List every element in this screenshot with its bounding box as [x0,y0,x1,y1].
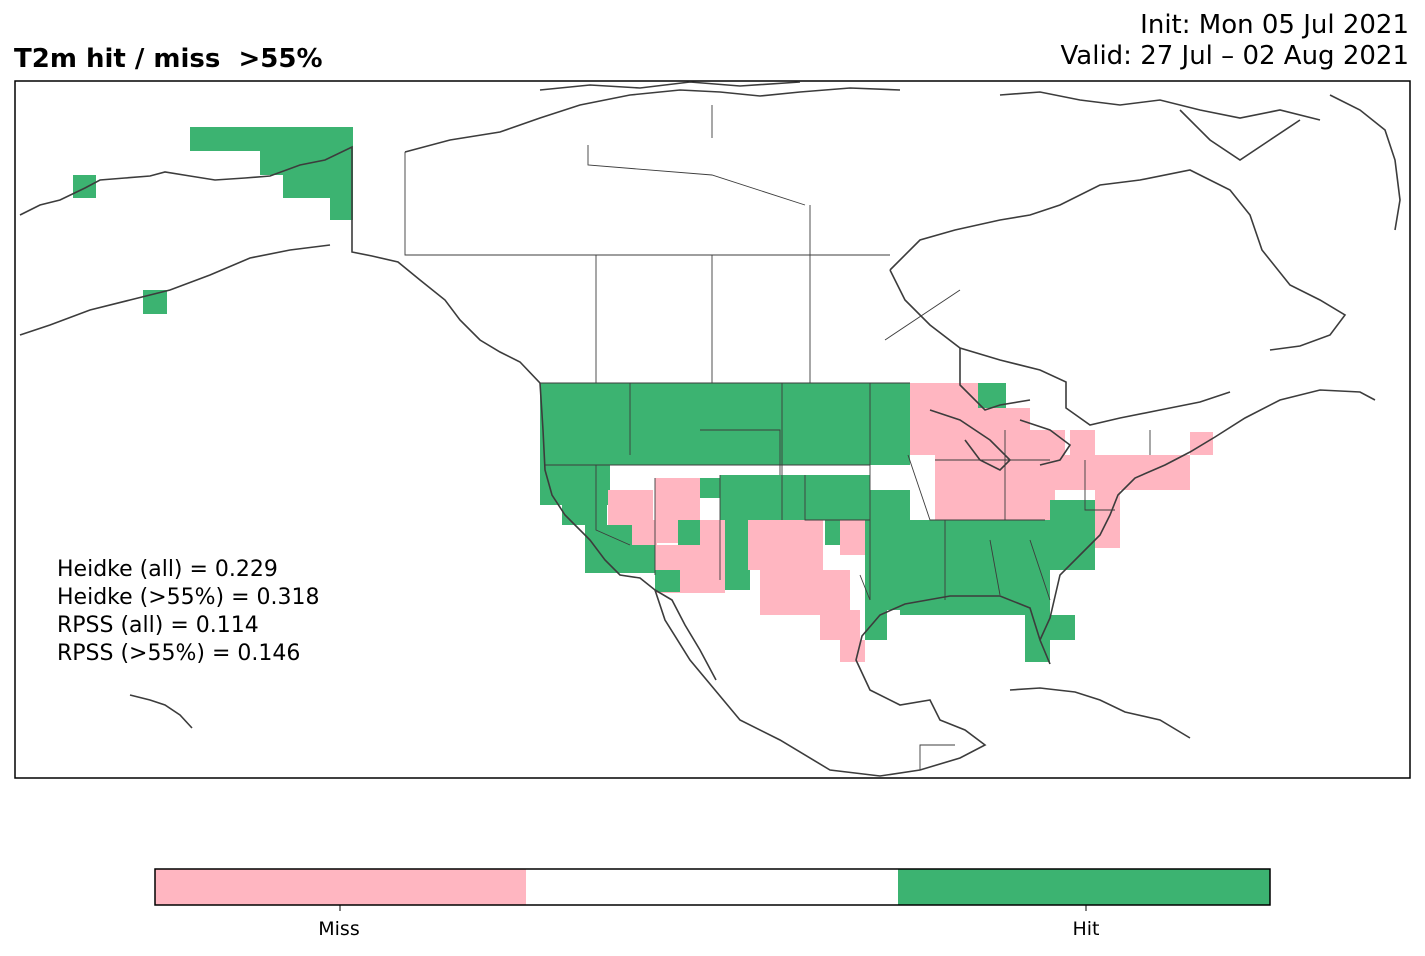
hit-cell [720,475,870,520]
score-heidke-55: Heidke (>55%) = 0.318 [57,585,320,610]
verification-scores: Heidke (all) = 0.229 Heidke (>55%) = 0.3… [57,556,320,668]
score-rpss-all: RPSS (all) = 0.114 [57,613,259,638]
init-date: Init: Mon 05 Jul 2021 [1140,10,1409,40]
miss-cell [1190,432,1213,455]
colorbar-label-miss: Miss [318,918,360,940]
valid-period: Valid: 27 Jul – 02 Aug 2021 [1060,41,1409,71]
hit-cell [700,478,725,498]
hit-cell [825,520,840,545]
miss-cell [760,570,850,615]
hit-cell [330,198,353,220]
hit-cell [540,383,910,465]
miss-cell [608,490,653,525]
hit-cell [73,175,96,198]
miss-cell [840,520,865,555]
score-rpss-55: RPSS (>55%) = 0.146 [57,641,301,666]
miss-cell [978,408,1030,455]
hit-cell [865,610,887,640]
score-heidke-all: Heidke (all) = 0.229 [57,557,278,582]
date-info: Init: Mon 05 Jul 2021 Valid: 27 Jul – 02… [1061,10,1409,72]
hit-cell [900,570,1045,615]
hit-cell [655,570,680,592]
hit-cell [190,127,353,151]
hit-miss-grid [73,127,1213,662]
coastlines [19,81,1401,777]
hit-cell [283,174,353,198]
colorbar [154,868,1271,911]
miss-cell [700,520,725,545]
colorbar-hit-segment [898,869,1270,905]
hit-cell [1050,500,1095,525]
hit-cell [540,465,610,505]
hit-cell [725,520,750,590]
hit-cell [562,505,607,525]
colorbar-neutral-segment [526,869,898,905]
colorbar-label-hit: Hit [1072,918,1100,940]
map-title: T2m hit / miss >55% [14,44,323,74]
miss-cell [820,610,860,640]
political-borders [404,105,1151,770]
miss-cell [1165,455,1190,475]
hit-cell [865,490,910,520]
miss-cell [748,520,823,570]
hit-cell [865,520,1095,570]
miss-cell [632,520,657,545]
colorbar-miss-segment [155,869,526,905]
miss-cell [935,455,1055,520]
colorbar-frame [154,868,1271,906]
hit-cell [865,570,900,610]
hit-cell [1050,615,1075,640]
hit-cell [978,383,1006,408]
hit-cell [1025,570,1050,662]
miss-cell [840,640,865,662]
